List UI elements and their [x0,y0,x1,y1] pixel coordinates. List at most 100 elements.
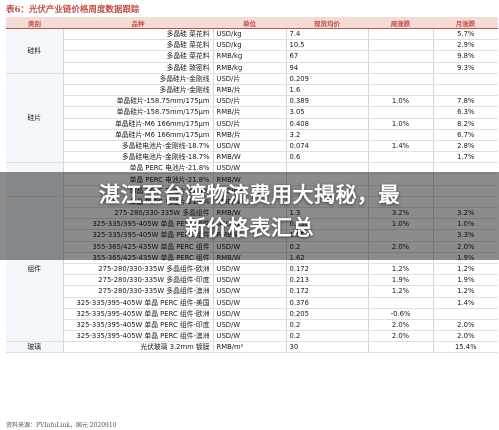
unit-cell: USD/片 [213,73,287,85]
price-cell: 1.62 [286,252,369,264]
unit-cell: RMB/kg [213,50,287,63]
monthly-change-cell: 6.3% [433,106,498,119]
category-cell: 硅料 [6,28,64,74]
weekly-change-cell [368,196,434,209]
price-cell [286,185,369,197]
price-cell: 94 [286,62,369,74]
product-cell: 325-335/395-405W 单晶 PERC 组件-澳洲 [63,330,214,343]
monthly-change-cell [433,84,498,97]
unit-cell: RMB/kg [213,62,287,74]
product-cell: 多晶硅片-金刚线 [63,73,214,85]
table-row: 275-280/330-335W 多晶组件-澳洲 USD/W 0.172 1.2% 1.… [6,285,498,298]
category-cell: 硅片 [6,73,64,164]
table-row: 多晶硅电池片-金刚线-18.7% USD/W 0.074 1.4% 2.8% [6,140,498,153]
weekly-change-cell [368,129,434,141]
table-row: 玻璃 光伏玻璃 3.2mm 镀膜 RMB/m² 30 15.4% [6,341,498,354]
monthly-change-cell: 2.0% [433,319,498,332]
unit-cell: USD/W [213,218,287,231]
table-row: 355-365/425-435W 单晶 PERC 组件 RMB/W 1.62 1.9% [6,252,498,264]
price-cell: 30 [286,341,369,354]
price-cell: 0.389 [286,95,369,108]
product-cell: 275-280/330-335W 多晶组件-欧洲 [63,263,214,276]
unit-cell: USD/片 [213,95,287,108]
monthly-change-cell: 1.9% [433,252,498,264]
unit-cell: RMB/片 [213,84,287,97]
weekly-change-cell: 1.2% [368,285,434,298]
header-unit: 单位 [213,17,286,29]
unit-cell: USD/W [213,263,287,276]
unit-cell: RMB/m² [213,341,287,354]
weekly-change-cell [368,39,434,52]
monthly-change-cell: 5.7% [433,28,498,41]
weekly-change-cell [368,341,434,354]
weekly-change-cell [368,62,434,74]
weekly-change-cell [368,28,434,41]
source-note: 资料来源：PVInfoLink，国元 2020910 [6,422,117,429]
monthly-change-cell: 9.3% [433,62,498,74]
price-cell: 3.2 [286,129,369,141]
table-row: 组件 单晶 PERC 电池片-21.9% RMB/W [6,196,498,343]
weekly-change-cell [368,106,434,119]
monthly-change-cell: 3.2% [433,207,498,220]
product-cell: 光伏玻璃 3.2mm 镀膜 [63,341,214,354]
product-cell: 275-280/330-335W 多晶组件-印度 [63,274,214,287]
price-cell: 0.2 [286,330,369,343]
weekly-change-cell: -0.6% [368,308,434,320]
unit-cell: USD/W [213,285,287,298]
product-cell: 多晶硅 菜花料 [63,50,214,63]
product-cell: 325-335/395-405W 单晶 PERC 组件-美国 [63,297,214,309]
weekly-change-cell: 2.0% [368,319,434,332]
weekly-change-cell [368,252,434,264]
table-row: 多晶硅电池片-金刚线-18.7% RMB/W 0.6 1.7% [6,151,498,164]
table-row: 单晶硅片-M6 166mm/175μm RMB/片 3.2 6.7% [6,129,498,141]
table-row: 单晶 PERC 电池片-21.8% RMB/W [6,173,498,186]
table-row: 单晶 PERC 电池片-21.9% USD/W [6,185,498,197]
product-cell: 单晶硅片-M6 166mm/175μm [63,118,214,130]
category-cell [6,162,64,197]
weekly-change-cell [368,151,434,164]
weekly-change-cell: 3.2% [368,207,434,220]
monthly-change-cell: 2.8% [433,140,498,153]
table-row: 275-280/330-335W 多晶组件-印度 USD/W 0.213 1.9% 1.… [6,274,498,287]
weekly-change-cell: 1.9% [368,274,434,287]
headline-line-2: 新价格表汇总 [185,216,314,240]
table-row: 325-335/395-405W 单晶 PERC 组件-欧洲 USD/W 0.205… [6,308,498,320]
price-cell: 0.2 [286,241,369,253]
monthly-change-cell: 6.7% [433,129,498,141]
table-row: 多晶硅片-金刚线 RMB/片 1.6 [6,84,498,97]
weekly-change-cell: 1.4% [368,140,434,153]
weekly-change-cell: 1.0% [368,118,434,130]
header-category: 类别 [6,17,63,29]
weekly-change-cell: 2.0% [368,241,434,253]
unit-cell: RMB/W [213,173,287,186]
headline-line-1: 湛江至台湾物流费用大揭秘，最 [99,183,400,207]
monthly-change-cell [433,173,498,186]
price-cell: 0.196 [286,218,369,231]
monthly-change-cell: 1.0% [433,218,498,231]
weekly-change-cell [368,50,434,63]
product-cell: 单晶硅片-M6 166mm/175μm [63,129,214,141]
table-row: 硅料 多晶硅 菜花料 USD/kg 7.4 5.7% [6,28,498,74]
monthly-change-cell [433,196,498,209]
price-cell: 0.376 [286,297,369,309]
table-row: 单晶 PERC 电池片-21.8% USD/W [6,162,498,197]
category-cell: 组件 [6,196,64,343]
weekly-change-cell: 1.0% [368,95,434,108]
unit-cell: USD/W [213,241,287,253]
monthly-change-cell [433,73,498,85]
price-cell: 0.209 [286,73,369,85]
monthly-change-cell: 1.2% [433,285,498,298]
price-cell [286,162,369,175]
product-cell: 355-365/425-435W 单晶 PERC 组件 [63,252,214,264]
table-row: 硅片 多晶硅片-金刚线 USD/片 0.209 [6,73,498,164]
price-cell: 0.213 [286,274,369,287]
price-cell: 3.05 [286,106,369,119]
product-cell: 275-280/330-335W 多晶组件-澳洲 [63,285,214,298]
header-product: 品种 [63,17,213,29]
monthly-change-cell [433,308,498,320]
price-cell: 0.6 [286,151,369,164]
header-weekly: 周涨跌 [368,17,433,29]
table-row: 325-335/395-405W 单晶 PERC 组件-印度 USD/W 0.2 2.… [6,319,498,332]
product-cell: 单晶硅片-158.75mm/175μm [63,95,214,108]
price-cell [286,196,369,209]
